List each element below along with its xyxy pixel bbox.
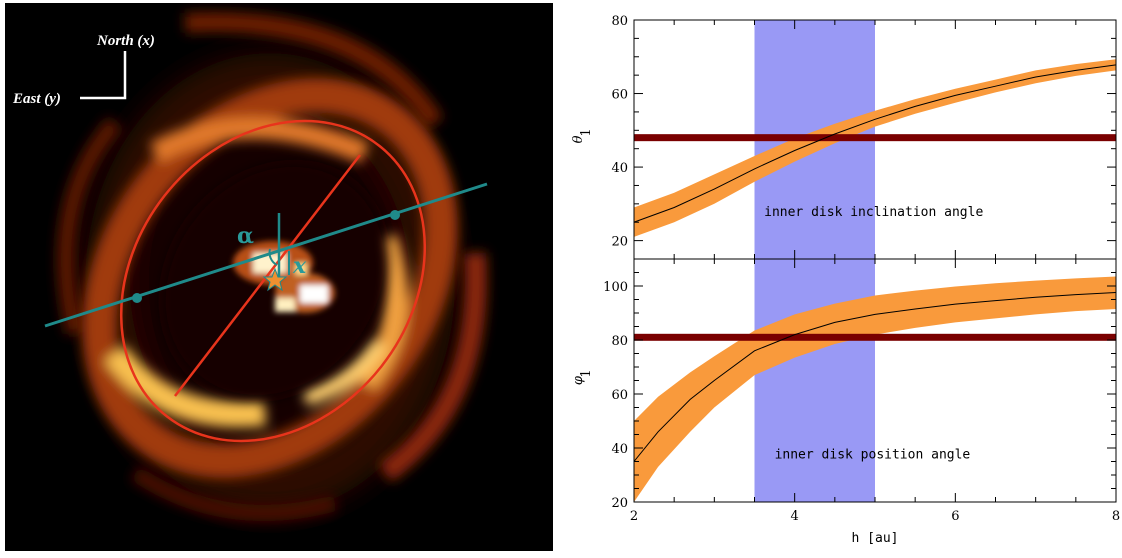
y-tick-label: 40 [611, 161, 628, 176]
x-tick-label: 4 [791, 509, 799, 524]
alpha-label: α [237, 223, 254, 249]
y-tick-label: 60 [611, 88, 628, 103]
y-axis-label-2: φ [571, 375, 586, 385]
y-tick-label: 100 [603, 280, 628, 295]
major-axis-line [174, 154, 361, 397]
disk-image: α x North (x) East (y) [5, 3, 553, 551]
annotation-1: inner disk inclination angle [764, 205, 983, 220]
position-axis-line [44, 182, 488, 328]
angle-plots: 20 40 60 80 θ 1 inner disk inclination angle 20… [560, 0, 1122, 554]
disk-ring [82, 78, 458, 478]
star-icon [262, 267, 288, 292]
outer-arms [57, 12, 487, 521]
y-tick-label: 60 [611, 388, 628, 403]
x-axis-label: h [au] [852, 531, 899, 546]
x-tick-label: 6 [951, 509, 959, 524]
y-tick-label: 20 [611, 235, 628, 250]
uncertainty-band-1 [634, 59, 1116, 237]
y-axis-label-sub-1: 1 [579, 128, 594, 136]
annotation-2: inner disk position angle [775, 447, 971, 462]
y-tick-label: 20 [611, 496, 628, 511]
alpha-arc [268, 248, 278, 266]
fitted-ellipse [119, 119, 427, 443]
y-axis-label-1: θ [571, 135, 586, 143]
disk-image-panel: α x North (x) East (y) [5, 3, 553, 551]
intersection-point-left [132, 293, 142, 303]
reference-hline-1 [634, 134, 1116, 142]
y-tick-label: 80 [611, 334, 628, 349]
intersection-point-right [390, 210, 400, 220]
uncertainty-band-2 [634, 276, 1116, 502]
model-line-2 [634, 292, 1116, 462]
shaded-region-2 [754, 259, 875, 502]
y-tick-label: 40 [611, 442, 628, 457]
x-tick-label: 8 [1112, 509, 1120, 524]
reference-hline-2 [634, 333, 1116, 341]
y-axis-label-sub-2: 1 [579, 369, 594, 377]
east-label: East (y) [12, 91, 61, 107]
x-label: x [292, 253, 307, 279]
y-tick-label: 80 [611, 14, 628, 29]
north-label: North (x) [96, 33, 155, 49]
compass: North (x) East (y) [12, 33, 155, 107]
model-line-1 [634, 64, 1116, 223]
x-tick-label: 2 [630, 509, 638, 524]
